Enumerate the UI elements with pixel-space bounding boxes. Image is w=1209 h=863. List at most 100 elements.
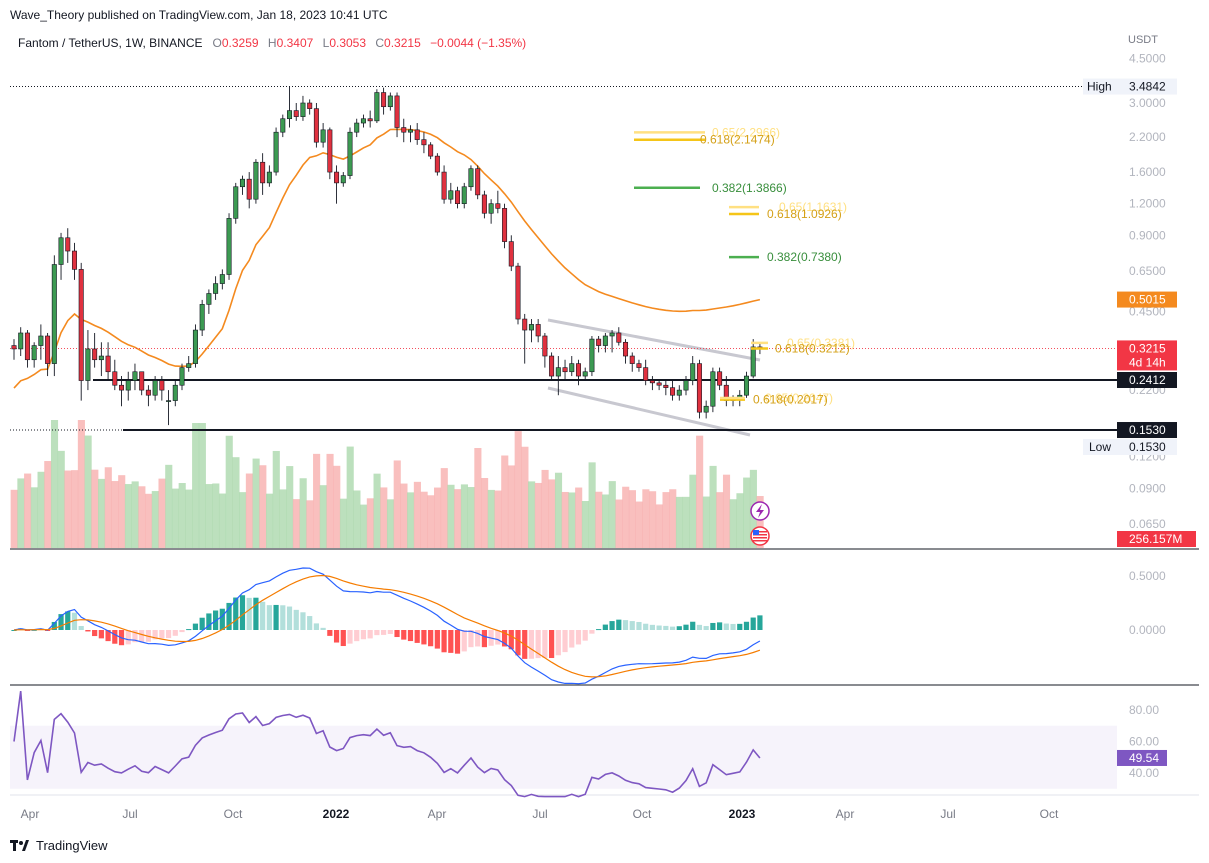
volume-bar [420,491,428,548]
macd-histogram-bar [374,630,380,636]
candle-body [266,171,272,184]
candle-body [226,218,232,275]
candle-body [152,380,158,396]
volume-bar [622,486,630,548]
macd-histogram-bar [730,623,736,630]
volume-bar [568,492,576,548]
price-tick-label: 2.2000 [1129,130,1166,144]
symbol-name[interactable]: Fantom / TetherUS, 1W, BINANCE [18,36,203,50]
volume-bar [440,468,448,548]
volume-bar [272,450,280,548]
macd-histogram-bar [656,625,662,630]
symbol-ohlc-legend[interactable]: Fantom / TetherUS, 1W, BINANCE O0.3259 H… [18,36,526,50]
macd-histogram-bar [179,630,185,633]
ema-value-tag: 0.5015 [1129,293,1166,307]
bar-countdown-tag: 4d 14h [1129,355,1166,369]
macd-histogram-bar [649,624,655,630]
candle-body [219,274,225,284]
candle-body [549,355,555,377]
us-flag-icon [750,526,770,546]
volume-bar [366,498,374,548]
support-low-value-tag-bg [1117,422,1177,439]
volume-bar [252,458,260,548]
volume-bar [64,470,72,548]
candle-body [441,171,447,200]
rsi-band [10,725,1117,789]
macd-signal-line [13,574,761,678]
lightning-icon-bolt [756,504,764,518]
rsi-tick-label: 60.00 [1129,735,1159,749]
macd-histogram-bar [683,624,689,630]
volume-bar [501,455,509,548]
volume-bar [548,479,556,548]
support-value-tag: 0.2412 [1129,373,1166,387]
low-label: Low [1089,440,1111,454]
candle-body [407,129,413,133]
volume-bar [588,462,596,548]
volume-bar [729,499,737,548]
candle-body [616,332,622,343]
volume-bar [682,496,690,548]
candle-body [502,208,508,242]
candle-body [273,131,279,173]
macd-histogram-bar [239,595,246,630]
candle-body [51,264,57,364]
macd-histogram-bar [421,630,427,645]
macd-pane [11,567,763,685]
volume-bar [77,420,85,548]
candle-body [166,400,172,402]
volume-bar [702,496,710,548]
low-label: L [322,36,330,50]
macd-histogram-bar [24,630,31,631]
volume-bar [494,490,502,548]
time-tick-label: 2023 [729,807,756,821]
volume-bar [649,491,657,548]
candle-body [213,283,219,294]
candle-body [112,371,118,386]
candle-body [696,363,702,413]
macd-histogram-bar [549,630,555,659]
chart-icons[interactable] [750,501,770,546]
macd-histogram-bar [11,630,17,631]
macd-histogram-bar [354,630,360,642]
us-flag-icon-stripe [753,531,767,533]
time-axis[interactable]: Apr Jul Oct 2022 Apr Jul Oct 2023 Apr Jul Oct [21,807,1059,821]
us-flag-icon-canton [753,530,759,535]
candle-body [421,139,427,146]
volume-bar [198,423,206,548]
macd-histogram-bar [387,630,393,634]
volume-bar [353,490,361,548]
price-axis[interactable]: 4.5000 3.0000 2.2000 1.6000 1.2000 0.9000 0.65… [1129,51,1166,780]
price-tick-label: 1.2000 [1129,197,1166,211]
macd-histogram-bar [280,605,286,630]
macd-histogram-bar [71,612,78,630]
descending-channel [547,318,761,437]
time-tick-label: Apr [836,807,855,821]
high-label-bg [1083,78,1117,95]
volume-bar [743,477,751,548]
volume-bar [319,485,327,548]
macd-histogram-bar [690,621,696,630]
candle-body [629,355,635,364]
candle-body [45,335,51,364]
volume-bar [266,493,274,548]
time-tick-label: Oct [224,807,243,821]
volume-bar [218,493,227,548]
tradingview-logo[interactable]: TradingView [10,838,108,853]
volume-bar [722,474,731,548]
macd-histogram-bar [737,623,743,630]
volume-bar [171,488,180,548]
candle-body [347,131,353,176]
volume-bar [131,481,139,548]
candle-body [481,194,487,214]
macd-histogram-bar [31,629,37,631]
change-value: −0.0044 (−1.35%) [430,36,527,50]
macd-histogram-bar [562,630,568,653]
rsi-value-tag-bg [1117,749,1167,766]
us-flag-icon-stripe [753,534,767,536]
macd-histogram-bar [333,630,340,643]
volume-bar [474,448,482,548]
fib-level-label: 0.382(1.3866) [712,181,787,195]
time-tick-label: Apr [21,807,40,821]
